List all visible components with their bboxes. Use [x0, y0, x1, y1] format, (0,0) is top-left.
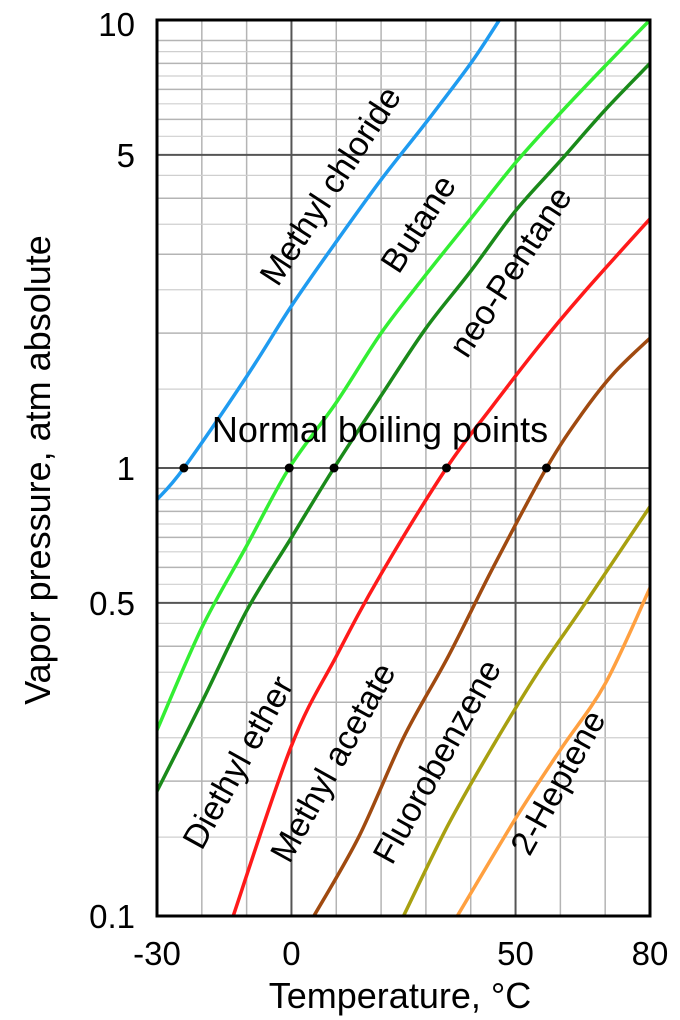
x-tick-label: 50	[497, 935, 534, 972]
series-line-0	[157, 20, 502, 502]
minor-grid	[157, 20, 650, 916]
series-line-6	[455, 586, 650, 916]
y-tick-label: 5	[117, 137, 135, 174]
series-line-4	[312, 336, 650, 916]
boiling-point-0	[179, 463, 189, 473]
y-tick-label: 0.5	[89, 585, 135, 622]
x-tick-labels: -30 0 50 80	[133, 935, 668, 972]
boiling-point-3	[442, 463, 452, 473]
series-line-1	[157, 20, 650, 732]
x-tick-label: 80	[632, 935, 669, 972]
boiling-point-4	[541, 463, 551, 473]
annotation-normal-boiling-points: Normal boiling points	[212, 409, 548, 450]
x-tick-label: -30	[133, 935, 181, 972]
series-label-2: neo-Pentane	[442, 180, 580, 364]
y-tick-label: 0.1	[89, 898, 135, 935]
y-tick-label: 10	[98, 6, 135, 43]
series-lines	[157, 20, 650, 916]
boiling-point-1	[284, 463, 294, 473]
series-line-3	[231, 217, 650, 916]
y-tick-labels: 0.1 0.5 1 5 10	[89, 6, 135, 935]
series-line-2	[157, 61, 650, 793]
x-axis-label: Temperature, °C	[269, 975, 532, 1016]
series-line-5	[401, 504, 650, 916]
y-axis-label: Vapor pressure, atm absolute	[17, 235, 58, 705]
boiling-point-2	[329, 463, 339, 473]
boiling-point-markers	[179, 463, 551, 473]
series-label-6: 2-Heptene	[503, 704, 613, 861]
plot-frame	[155, 18, 652, 918]
x-tick-label: 0	[282, 935, 300, 972]
y-tick-label: 1	[117, 450, 135, 487]
